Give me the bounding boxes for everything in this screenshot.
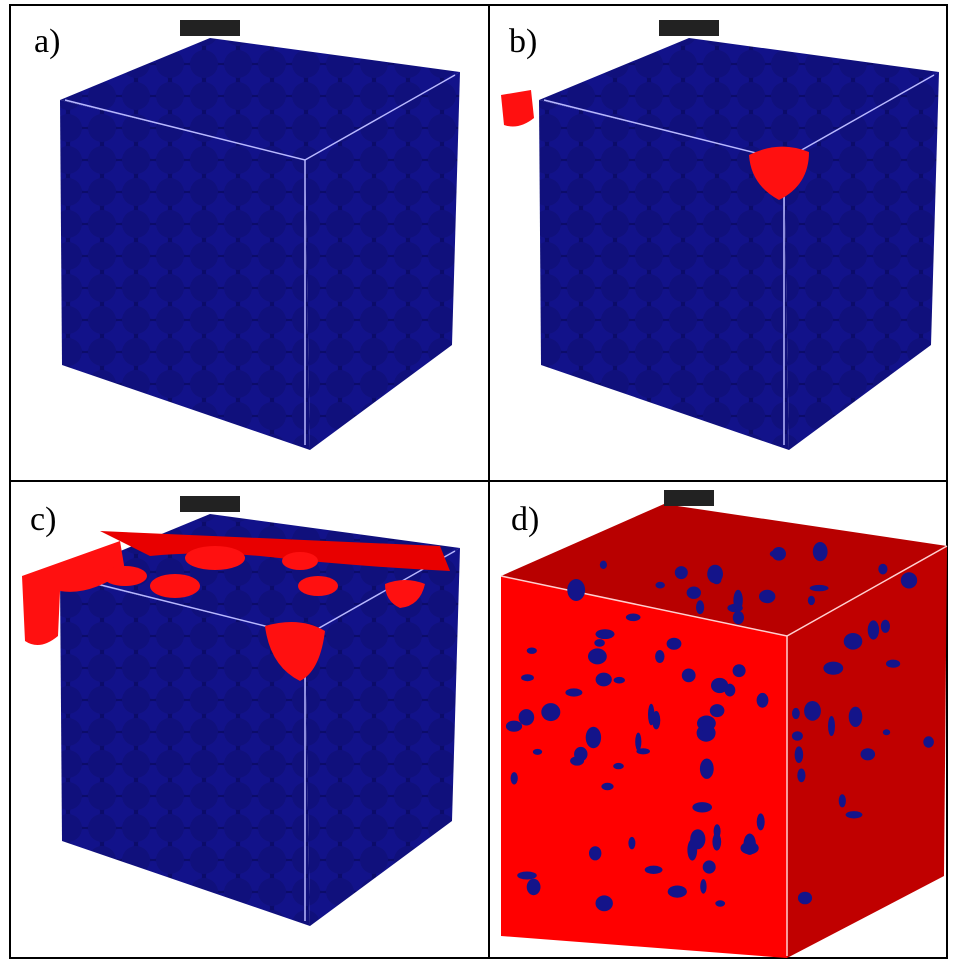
blue-spot: [596, 895, 613, 911]
blue-spot: [757, 693, 769, 708]
red-phase: [185, 546, 245, 570]
blue-spot: [759, 590, 775, 603]
blue-spot: [506, 721, 522, 732]
blue-spot: [828, 716, 835, 736]
blue-spot: [511, 772, 518, 784]
blue-spot: [648, 704, 654, 725]
blue-spot: [594, 639, 605, 647]
blue-spot: [696, 600, 704, 614]
blue-spot: [792, 708, 800, 719]
blue-spot: [757, 813, 765, 830]
blue-spot: [668, 886, 687, 898]
blue-spot: [521, 674, 534, 681]
blue-spot: [707, 565, 723, 584]
blue-spot: [675, 566, 688, 579]
blue-spot: [792, 731, 803, 740]
blue-spot: [645, 866, 663, 874]
blue-spot: [839, 794, 846, 807]
blue-spot: [589, 846, 601, 860]
blue-spot: [628, 837, 635, 849]
blue-spot: [690, 829, 705, 849]
blue-spot: [519, 709, 535, 725]
blue-spot: [823, 662, 843, 675]
blue-spot: [527, 648, 537, 654]
red-phase: [150, 574, 200, 598]
panel-a: a): [34, 20, 460, 450]
blue-spot: [692, 802, 712, 812]
blue-spot: [656, 582, 665, 589]
blue-spot: [813, 542, 828, 561]
red-phase: [501, 90, 534, 126]
blue-spot: [565, 688, 582, 696]
blue-spot: [798, 892, 812, 905]
blue-spot: [613, 763, 624, 769]
blue-spot: [795, 746, 804, 763]
blue-spot: [600, 561, 607, 569]
blue-spot: [636, 748, 650, 754]
blue-spot: [700, 879, 706, 894]
blue-spot: [527, 879, 541, 895]
blue-spot: [808, 596, 815, 605]
panel-label: a): [34, 23, 60, 60]
panel-label: c): [30, 501, 56, 538]
blue-spot: [655, 650, 664, 663]
panel-c: c): [22, 496, 460, 926]
blue-spot: [883, 729, 890, 735]
axes-icon: [664, 490, 714, 506]
blue-spot: [667, 638, 682, 650]
blue-spot: [804, 701, 821, 721]
blue-spot: [601, 783, 613, 790]
blue-spot: [703, 860, 716, 873]
blue-spot: [878, 564, 887, 575]
blue-spot: [923, 736, 934, 747]
blue-spot: [697, 716, 716, 732]
blue-spot: [844, 633, 863, 650]
front-face: [501, 576, 787, 958]
blue-spot: [715, 900, 725, 906]
panel-b: b): [501, 20, 939, 450]
blue-spot: [635, 733, 641, 751]
blue-spot: [770, 550, 782, 557]
blue-spot: [574, 747, 587, 761]
cube: [539, 20, 939, 450]
blue-spot: [682, 669, 696, 683]
blue-spot: [533, 749, 542, 755]
blue-spot: [810, 585, 829, 591]
blue-spot: [733, 664, 746, 677]
blue-spot: [849, 707, 863, 727]
blue-spot: [711, 678, 728, 693]
blue-spot: [687, 587, 701, 599]
red-phase: [103, 566, 147, 586]
blue-spot: [710, 704, 725, 717]
blue-spot: [596, 629, 615, 639]
blue-spot: [881, 620, 890, 633]
blue-spot: [517, 872, 537, 880]
blue-spot: [733, 611, 744, 624]
figure: a) b) c) d): [0, 0, 956, 964]
blue-spot: [861, 748, 876, 760]
blue-spot: [626, 614, 641, 622]
blue-spot: [712, 833, 721, 851]
panel-label: b): [509, 23, 537, 60]
blue-spot: [868, 620, 879, 639]
blue-spot: [614, 677, 625, 684]
blue-spot: [733, 590, 742, 611]
blue-spot: [846, 811, 863, 818]
blue-spot: [596, 673, 612, 687]
blue-spot: [797, 769, 805, 783]
blue-spot: [901, 572, 917, 588]
blue-spot: [886, 660, 900, 668]
panel-label: d): [511, 501, 539, 538]
cube: [60, 20, 460, 450]
red-phase: [282, 552, 318, 570]
panel-d: d): [501, 490, 947, 958]
blue-spot: [588, 648, 607, 664]
blue-spot: [541, 703, 560, 721]
red-phase: [298, 576, 338, 596]
blue-spot: [741, 842, 759, 855]
page: {"panels": [{"label": "a)"}, {"label": "…: [0, 0, 956, 964]
blue-spot: [586, 727, 601, 748]
blue-spot: [700, 759, 714, 779]
blue-spot: [567, 579, 585, 601]
